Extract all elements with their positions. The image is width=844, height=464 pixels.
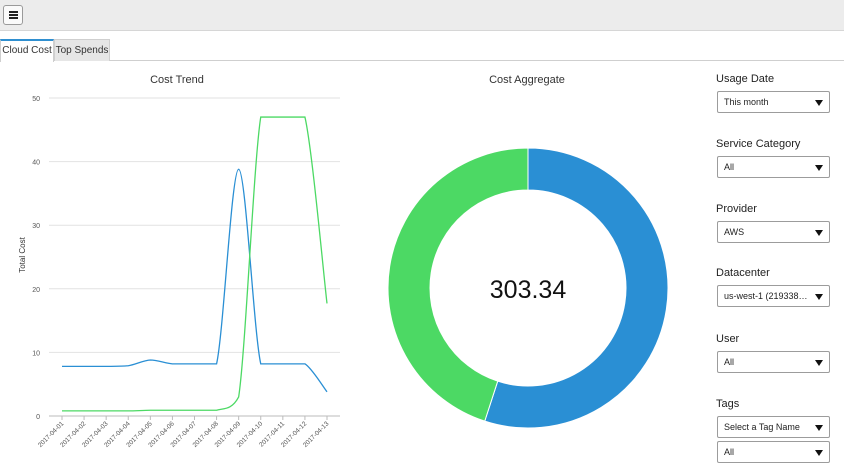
series-line-1 — [62, 168, 328, 393]
user-label: User — [716, 333, 740, 345]
donut-slice-1[interactable] — [484, 147, 669, 429]
caret-down-icon — [815, 450, 823, 456]
cost-trend-title: Cost Trend — [150, 74, 204, 86]
caret-down-icon — [815, 425, 823, 431]
cost-aggregate-title: Cost Aggregate — [489, 74, 565, 86]
service-category-select[interactable]: All — [717, 156, 830, 178]
select-value: Select a Tag Name — [724, 422, 800, 432]
usage-date-label: Usage Date — [716, 73, 775, 85]
tab-top-spends[interactable]: Top Spends — [54, 39, 110, 61]
cost-aggregate-donut: 303.34 — [387, 147, 669, 429]
donut-total: 303.34 — [490, 276, 567, 304]
select-value: All — [724, 447, 735, 457]
provider-label: Provider — [716, 203, 757, 215]
select-value: All — [724, 357, 735, 367]
select-value: AWS — [724, 227, 745, 237]
user-select[interactable]: All — [717, 351, 830, 373]
y-tick-label: 10 — [32, 350, 40, 357]
tags-select-2[interactable]: All — [717, 441, 830, 463]
datacenter-select[interactable]: us-west-1 (219338413... — [717, 285, 830, 307]
y-tick-label: 0 — [36, 414, 40, 421]
hamburger-icon — [8, 11, 18, 19]
caret-down-icon — [815, 360, 823, 366]
donut-slice-2[interactable] — [387, 147, 529, 422]
caret-down-icon — [815, 165, 823, 171]
tab-label: Top Spends — [55, 45, 109, 56]
caret-down-icon — [815, 100, 823, 106]
y-tick-label: 40 — [32, 160, 40, 167]
tab-bar: Cloud Cost Top Spends — [0, 39, 844, 62]
usage-date-select[interactable]: This month — [717, 91, 830, 113]
caret-down-icon — [815, 294, 823, 300]
series-line-2 — [61, 116, 328, 412]
caret-down-icon — [815, 230, 823, 236]
tab-label: Cloud Cost — [2, 45, 52, 56]
select-value: us-west-1 (219338413... — [724, 291, 812, 301]
y-tick-label: 50 — [32, 96, 40, 103]
tags-label: Tags — [716, 398, 740, 410]
y-tick-label: 20 — [32, 287, 40, 294]
datacenter-label: Datacenter — [716, 267, 770, 279]
y-tick-label: 30 — [32, 223, 40, 230]
hamburger-menu-button[interactable] — [3, 5, 23, 25]
y-axis-label: Total Cost — [18, 236, 27, 272]
tags-select[interactable]: Select a Tag Name — [717, 416, 830, 438]
provider-select[interactable]: AWS — [717, 221, 830, 243]
top-bar — [0, 0, 844, 31]
tab-cloud-cost[interactable]: Cloud Cost — [0, 39, 54, 62]
select-value: This month — [724, 97, 769, 107]
select-value: All — [724, 162, 735, 172]
service-category-label: Service Category — [716, 138, 801, 150]
